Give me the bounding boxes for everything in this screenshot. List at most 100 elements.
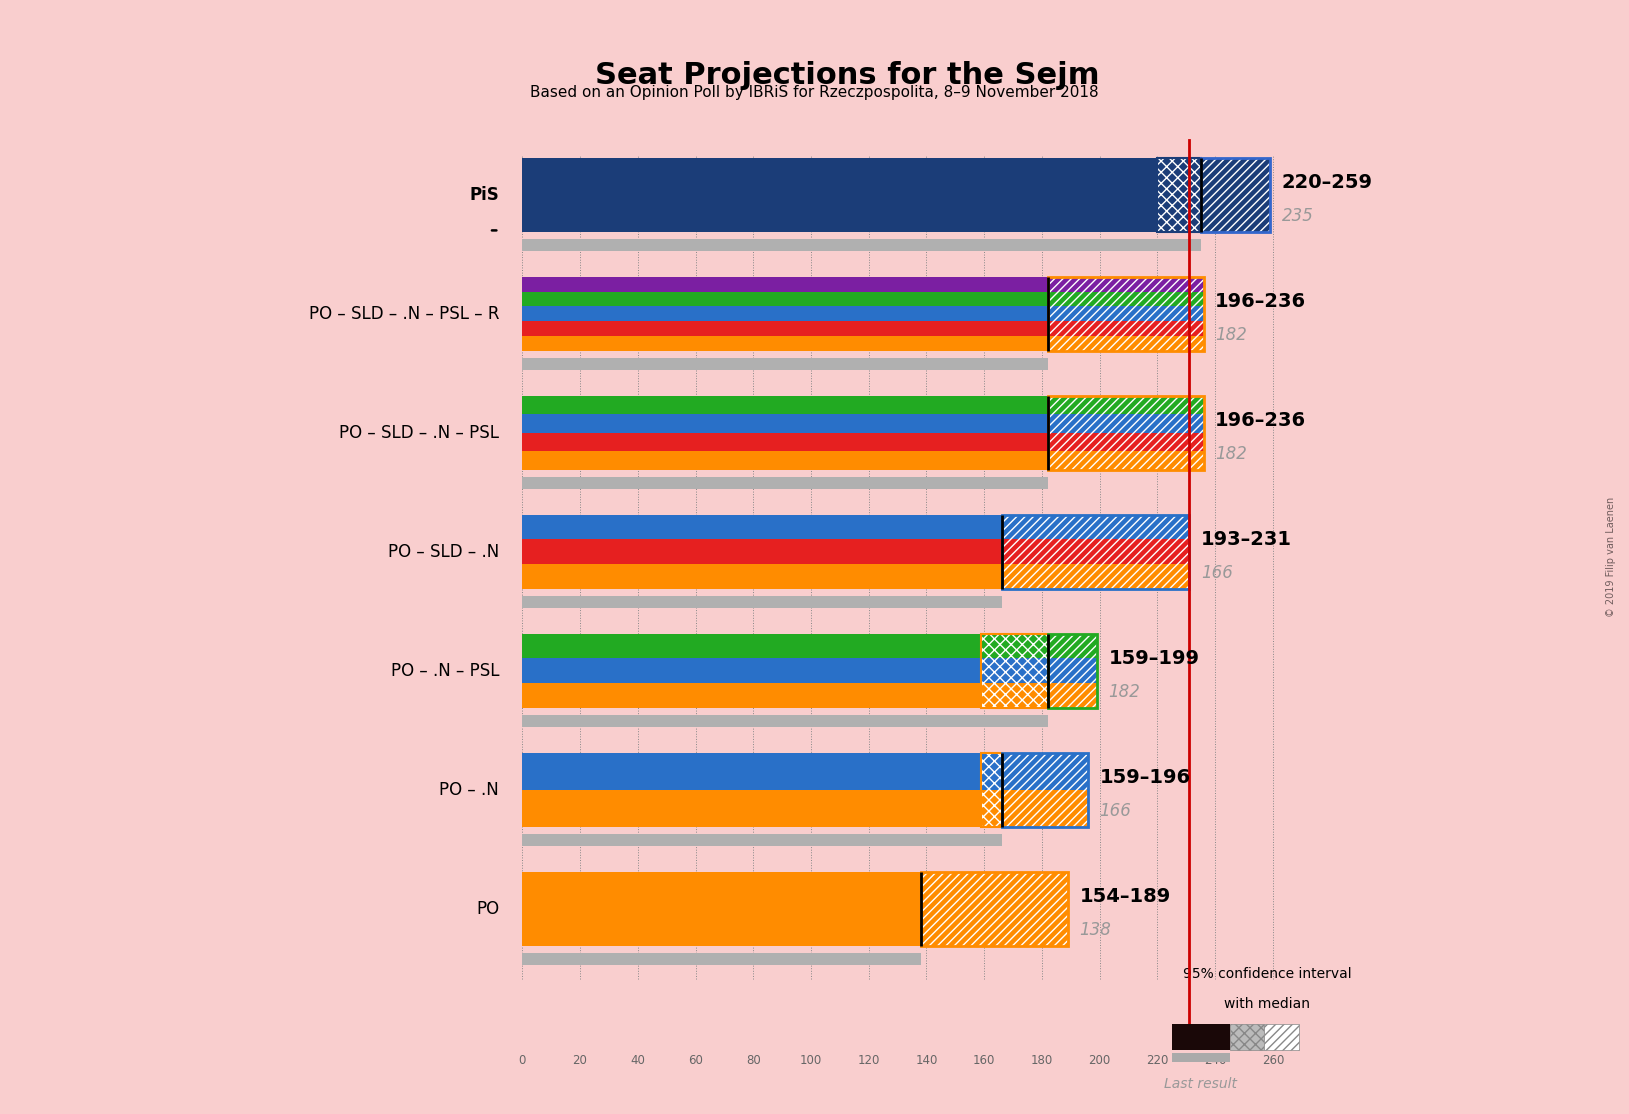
Text: PO: PO bbox=[476, 900, 498, 918]
Bar bbox=[1047, 658, 1096, 683]
Bar bbox=[523, 335, 1047, 351]
Text: 260: 260 bbox=[1262, 1054, 1284, 1067]
Bar bbox=[523, 238, 1201, 251]
Text: Based on an Opinion Poll by IBRiS for Rzeczpospolita, 8–9 November 2018: Based on an Opinion Poll by IBRiS for Rz… bbox=[529, 85, 1100, 100]
Bar bbox=[981, 753, 1002, 790]
Bar bbox=[1047, 634, 1096, 707]
Bar bbox=[1047, 414, 1204, 432]
Text: 193–231: 193–231 bbox=[1201, 530, 1292, 549]
Bar bbox=[1047, 306, 1204, 321]
Bar bbox=[981, 683, 1047, 707]
Bar bbox=[523, 451, 1047, 470]
Bar bbox=[523, 658, 1047, 683]
Bar bbox=[1047, 634, 1096, 658]
Bar bbox=[1201, 158, 1271, 232]
Bar bbox=[523, 715, 1047, 726]
Bar bbox=[1047, 395, 1204, 414]
Text: 154–189: 154–189 bbox=[1080, 888, 1171, 907]
Text: 20: 20 bbox=[573, 1054, 588, 1067]
Bar bbox=[1171, 1053, 1230, 1063]
Bar bbox=[523, 321, 1047, 335]
Bar bbox=[1002, 753, 1088, 827]
Bar bbox=[1047, 321, 1204, 335]
Text: 182: 182 bbox=[1108, 683, 1140, 701]
Text: PO – .N – PSL: PO – .N – PSL bbox=[391, 662, 498, 680]
Bar bbox=[523, 790, 1002, 827]
Bar bbox=[1002, 790, 1088, 827]
Bar bbox=[1264, 1024, 1298, 1051]
Text: 200: 200 bbox=[1088, 1054, 1111, 1067]
Bar bbox=[1047, 276, 1204, 292]
Text: with median: with median bbox=[1223, 997, 1310, 1012]
Text: 159–196: 159–196 bbox=[1100, 769, 1191, 788]
Text: 182: 182 bbox=[1215, 446, 1248, 463]
Bar bbox=[523, 432, 1047, 451]
Bar bbox=[523, 515, 1002, 539]
Bar bbox=[1158, 158, 1201, 232]
Bar bbox=[1002, 515, 1189, 588]
Bar bbox=[1047, 276, 1204, 351]
Text: 180: 180 bbox=[1031, 1054, 1052, 1067]
Bar bbox=[981, 658, 1047, 683]
Bar bbox=[523, 952, 920, 965]
Bar bbox=[523, 596, 1002, 607]
Bar bbox=[1171, 1024, 1230, 1051]
Bar bbox=[1158, 158, 1201, 232]
Bar bbox=[1002, 539, 1189, 564]
Bar bbox=[523, 395, 1047, 414]
Bar bbox=[523, 753, 1002, 790]
Bar bbox=[523, 683, 1047, 707]
Bar bbox=[1047, 683, 1096, 707]
Text: 40: 40 bbox=[630, 1054, 645, 1067]
Bar bbox=[1047, 451, 1204, 470]
Bar bbox=[920, 872, 1069, 946]
Bar bbox=[523, 276, 1047, 292]
Text: PO – SLD – .N – PSL – R: PO – SLD – .N – PSL – R bbox=[310, 305, 498, 323]
Text: PO – SLD – .N: PO – SLD – .N bbox=[388, 543, 498, 560]
Bar bbox=[1230, 1024, 1264, 1051]
Bar bbox=[1201, 158, 1271, 232]
Bar bbox=[1047, 432, 1204, 451]
Text: 166: 166 bbox=[1100, 802, 1132, 820]
Text: 95% confidence interval: 95% confidence interval bbox=[1183, 967, 1352, 981]
Text: PO – .N: PO – .N bbox=[440, 781, 498, 799]
Text: © 2019 Filip van Laenen: © 2019 Filip van Laenen bbox=[1606, 497, 1616, 617]
Bar bbox=[523, 477, 1047, 489]
Text: 196–236: 196–236 bbox=[1215, 292, 1306, 311]
Text: 0: 0 bbox=[518, 1054, 526, 1067]
Text: PO – SLD – .N – PSL: PO – SLD – .N – PSL bbox=[339, 423, 498, 442]
Text: 60: 60 bbox=[687, 1054, 704, 1067]
Text: 220: 220 bbox=[1147, 1054, 1168, 1067]
Bar bbox=[920, 872, 1069, 946]
Text: 240: 240 bbox=[1204, 1054, 1227, 1067]
Bar bbox=[981, 753, 1002, 827]
Bar bbox=[981, 790, 1002, 827]
Text: 196–236: 196–236 bbox=[1215, 411, 1306, 430]
Bar bbox=[523, 634, 1047, 658]
Bar bbox=[523, 872, 920, 946]
Text: 138: 138 bbox=[1080, 921, 1111, 939]
Bar bbox=[981, 634, 1047, 658]
Text: 100: 100 bbox=[800, 1054, 823, 1067]
Bar bbox=[523, 833, 1002, 846]
Bar bbox=[1047, 292, 1204, 306]
Bar bbox=[523, 306, 1047, 321]
Text: 220–259: 220–259 bbox=[1282, 174, 1373, 193]
Bar bbox=[523, 414, 1047, 432]
Bar bbox=[523, 292, 1047, 306]
Title: Seat Projections for the Sejm: Seat Projections for the Sejm bbox=[595, 60, 1100, 89]
Text: 182: 182 bbox=[1215, 326, 1248, 344]
Bar bbox=[523, 158, 1201, 232]
Text: 159–199: 159–199 bbox=[1108, 649, 1199, 668]
Text: 80: 80 bbox=[746, 1054, 761, 1067]
Text: 235: 235 bbox=[1282, 207, 1313, 225]
Text: 160: 160 bbox=[973, 1054, 995, 1067]
Bar bbox=[1047, 395, 1204, 470]
Bar bbox=[1002, 564, 1189, 588]
Bar bbox=[523, 358, 1047, 370]
Text: 166: 166 bbox=[1201, 564, 1233, 583]
Bar bbox=[1047, 335, 1204, 351]
Bar bbox=[1002, 515, 1189, 539]
Text: PiS: PiS bbox=[469, 186, 498, 204]
Bar bbox=[981, 634, 1047, 707]
